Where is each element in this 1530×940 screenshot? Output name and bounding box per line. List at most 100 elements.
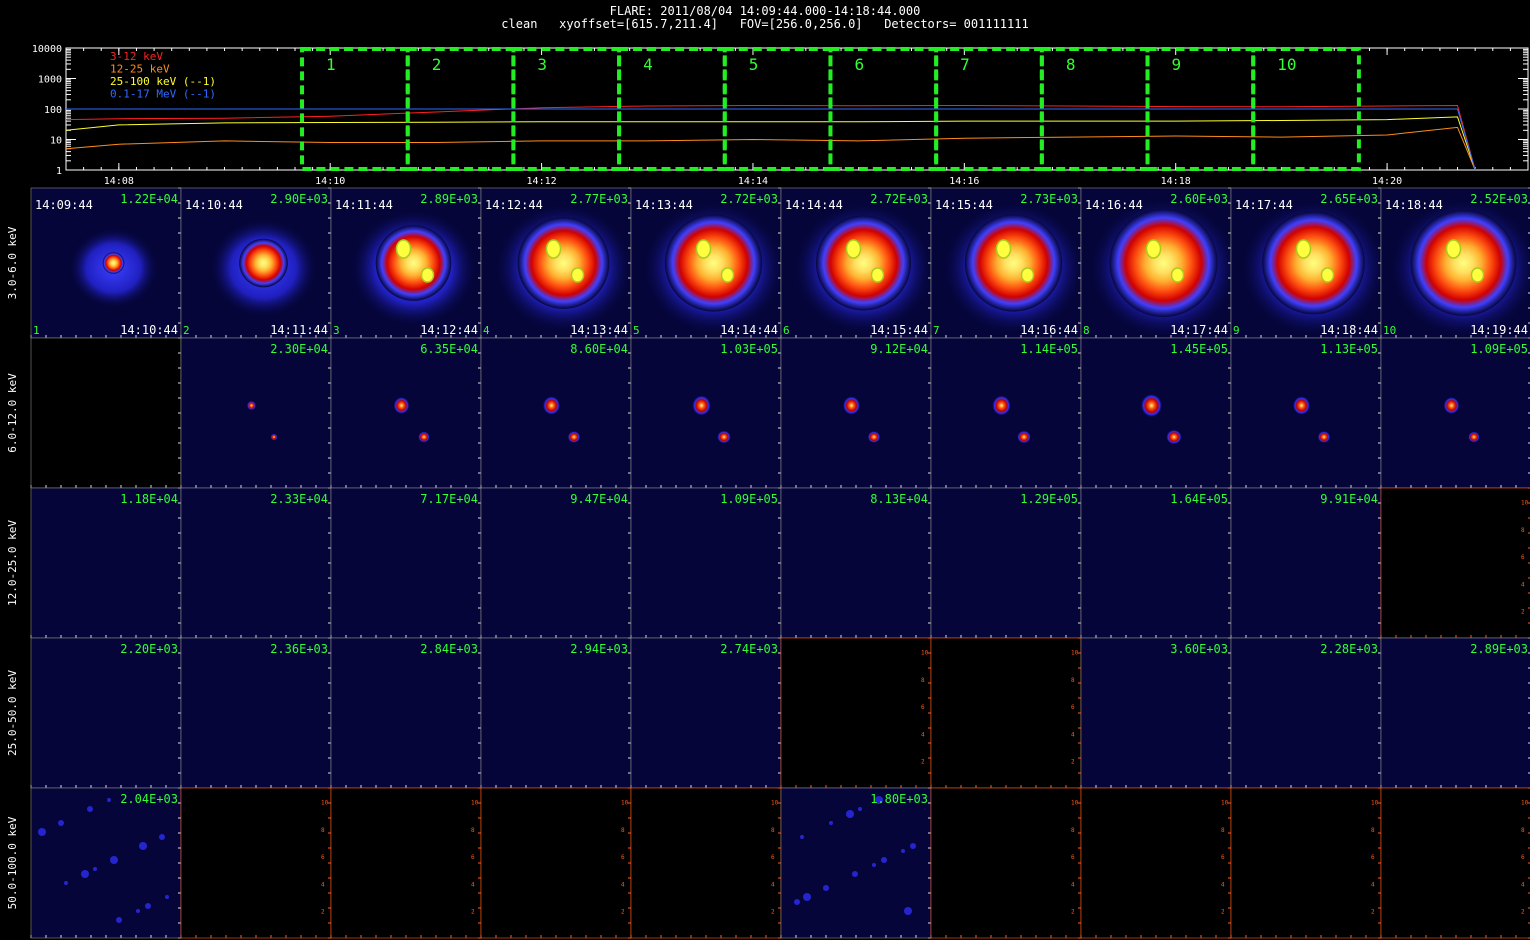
image-cell: 2.89E+03 — [1380, 637, 1530, 789]
empty-axis-tick-label: 2 — [621, 909, 625, 916]
source-peak — [420, 267, 435, 283]
cell-max-label: 2.74E+03 — [720, 642, 778, 656]
cell-max-label: 2.60E+03 — [1170, 192, 1228, 206]
x-tick-label: 14:20 — [1372, 176, 1402, 187]
empty-axis-tick-label: 8 — [1071, 827, 1075, 834]
cell-end-time: 14:13:44 — [570, 323, 628, 337]
source-spot — [717, 430, 731, 444]
empty-axis-tick-label: 10 — [1071, 800, 1079, 807]
cell-background — [181, 788, 331, 938]
noise-speck — [107, 798, 111, 802]
cell-background — [331, 638, 481, 788]
image-cell: 3.60E+03 — [1080, 637, 1232, 789]
cell-start-time: 14:12:44 — [485, 198, 543, 212]
cell-background — [1381, 788, 1530, 938]
plot-subtitle: clean xyoffset=[615.7,211.4] FOV=[256.0,… — [501, 17, 1029, 31]
image-cell: 2 4 6 8 10 — [330, 787, 482, 939]
empty-axis-tick-label: 2 — [321, 909, 325, 916]
cell-index-label: 6 — [783, 324, 790, 337]
cell-background — [31, 788, 181, 938]
cell-background — [781, 638, 931, 788]
cell-background — [631, 788, 781, 938]
cell-background — [481, 788, 631, 938]
cell-max-label: 2.65E+03 — [1320, 192, 1378, 206]
image-cell: 2.65E+03 14:17:44 14:18:44 9 — [1230, 187, 1387, 339]
image-cell: 2.94E+03 — [480, 637, 632, 789]
interval-label: 5 — [749, 55, 759, 74]
cell-max-label: 2.84E+03 — [420, 642, 478, 656]
empty-axis-tick-label: 2 — [771, 909, 775, 916]
source-spot — [1166, 429, 1182, 445]
cell-max-label: 1.18E+04 — [120, 492, 178, 506]
empty-axis-tick-label: 6 — [321, 854, 325, 861]
interval-label: 7 — [960, 55, 970, 74]
interval-label: 1 — [326, 55, 336, 74]
source-spot — [842, 395, 861, 416]
image-cell: 8.60E+04 — [480, 337, 632, 489]
cell-start-time: 14:17:44 — [1235, 198, 1293, 212]
cell-max-label: 2.72E+03 — [720, 192, 778, 206]
image-cell — [30, 337, 182, 489]
image-cell: 2 4 6 8 10 — [930, 637, 1082, 789]
empty-axis-tick-label: 6 — [471, 854, 475, 861]
source-core — [517, 217, 610, 309]
empty-axis-tick-label: 2 — [1521, 609, 1525, 616]
source-spot — [691, 395, 712, 416]
empty-axis-tick-label: 8 — [771, 827, 775, 834]
cell-max-label: 2.89E+03 — [420, 192, 478, 206]
source-core — [239, 238, 288, 288]
x-tick-label: 14:12 — [527, 176, 557, 187]
empty-axis-tick-label: 8 — [921, 677, 925, 684]
image-cell: 2.20E+03 — [30, 637, 182, 789]
cell-max-label: 6.35E+04 — [420, 342, 478, 356]
cell-background — [1081, 788, 1231, 938]
empty-axis-tick-label: 10 — [921, 650, 929, 657]
interval-label: 3 — [537, 55, 547, 74]
empty-axis-tick-label: 6 — [1221, 854, 1225, 861]
interval-label: 9 — [1172, 55, 1182, 74]
cell-background — [481, 488, 631, 638]
cell-max-label: 2.28E+03 — [1320, 642, 1378, 656]
row-label: 25.0-50.0 keV — [6, 670, 19, 756]
cell-end-time: 14:16:44 — [1020, 323, 1078, 337]
interval-label: 10 — [1277, 55, 1296, 74]
row-label: 50.0-100.0 keV — [6, 816, 19, 909]
cell-background — [631, 638, 781, 788]
empty-axis-tick-label: 4 — [1071, 881, 1075, 888]
cell-background — [1231, 488, 1381, 638]
empty-axis-tick-label: 8 — [1371, 827, 1375, 834]
empty-axis-tick-label: 2 — [471, 909, 475, 916]
cell-max-label: 8.60E+04 — [570, 342, 628, 356]
image-cell: 1.45E+05 — [1080, 337, 1232, 489]
cell-max-label: 2.52E+03 — [1470, 192, 1528, 206]
source-spot — [1443, 396, 1460, 415]
cell-max-label: 1.64E+05 — [1170, 492, 1228, 506]
source-core — [1410, 210, 1517, 316]
noise-speck — [858, 807, 862, 811]
image-cell: 1.29E+05 — [930, 487, 1082, 639]
cell-index-label: 9 — [1233, 324, 1240, 337]
source-peak — [1170, 267, 1185, 283]
image-cell: 7.17E+04 — [330, 487, 482, 639]
cell-start-time: 14:09:44 — [35, 198, 93, 212]
cell-index-label: 3 — [333, 324, 340, 337]
x-tick-label: 14:10 — [315, 176, 345, 187]
empty-axis-tick-label: 8 — [1521, 527, 1525, 534]
empty-axis-tick-label: 8 — [471, 827, 475, 834]
empty-axis-tick-label: 4 — [1371, 881, 1375, 888]
cell-max-label: 1.03E+05 — [720, 342, 778, 356]
cell-background — [31, 338, 181, 488]
cell-end-time: 14:18:44 — [1320, 323, 1378, 337]
cell-start-time: 14:15:44 — [935, 198, 993, 212]
source-peak — [1145, 239, 1162, 259]
image-cell: 2.04E+03 — [30, 787, 182, 939]
empty-axis-tick-label: 6 — [1071, 854, 1075, 861]
empty-axis-tick-label: 4 — [471, 881, 475, 888]
image-cell: 8.13E+04 — [780, 487, 932, 639]
source-core — [964, 214, 1063, 312]
cell-background — [181, 338, 331, 488]
y-tick-label: 1000 — [38, 75, 62, 86]
cell-index-label: 2 — [183, 324, 190, 337]
empty-axis-tick-label: 6 — [1371, 854, 1375, 861]
cell-start-time: 14:14:44 — [785, 198, 843, 212]
